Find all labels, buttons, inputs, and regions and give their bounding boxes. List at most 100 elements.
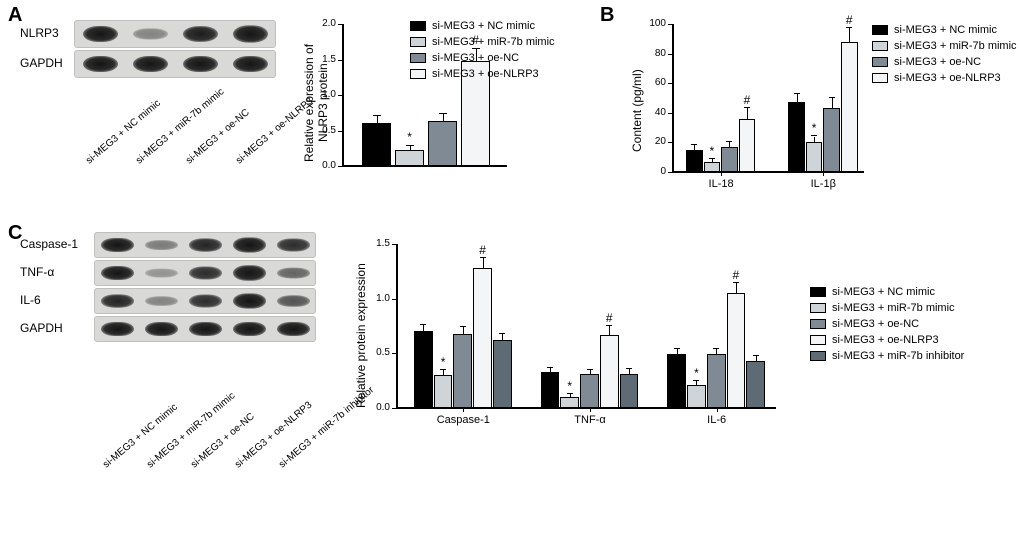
legend-swatch (810, 335, 826, 345)
bar (428, 121, 458, 166)
legend-row: si-MEG3 + NC mimic (872, 24, 1017, 36)
ytick-label: 80 (640, 48, 666, 59)
legend-swatch (872, 25, 888, 35)
y-title: Relative expression of (302, 44, 316, 162)
legend-label: si-MEG3 + miR-7b inhibitor (832, 350, 964, 362)
legend-panel-a: si-MEG3 + NC mimic si-MEG3 + miR-7b mimic… (410, 20, 555, 84)
blot-row-label: TNF-α (20, 265, 92, 279)
legend-label: si-MEG3 + oe-NLRP3 (432, 68, 539, 80)
blot-strip (94, 260, 316, 286)
blot-band (145, 268, 178, 277)
blot-band (233, 237, 266, 253)
legend-label: si-MEG3 + miR-7b mimic (432, 36, 555, 48)
legend-label: si-MEG3 + oe-NLRP3 (894, 72, 1001, 84)
ytick-label: 100 (640, 18, 666, 29)
panel-a-label: A (8, 4, 22, 27)
blot-band (277, 295, 310, 307)
xcat-label: IL-1β (788, 178, 858, 190)
blot-row-label: Caspase-1 (20, 237, 92, 251)
panel-b-chart: 020406080100*#IL-18*#IL-1β (672, 24, 864, 172)
legend-row: si-MEG3 + miR-7b mimic (410, 36, 555, 48)
bar (806, 142, 823, 172)
bar (434, 375, 453, 408)
blot-strip (94, 316, 316, 342)
blot-band (277, 322, 310, 336)
bar (686, 150, 703, 172)
xcat-label: IL-6 (667, 414, 766, 426)
legend-swatch (810, 303, 826, 313)
blot-row-label: NLRP3 (20, 26, 72, 40)
legend-row: si-MEG3 + oe-NLRP3 (872, 72, 1017, 84)
blot-row-label: GAPDH (20, 56, 72, 70)
bar (453, 334, 472, 408)
ytick-label: 1.5 (364, 238, 390, 249)
blot-band (101, 238, 134, 252)
significance-marker: * (395, 130, 425, 144)
legend-label: si-MEG3 + NC mimic (432, 20, 535, 32)
legend-swatch (410, 37, 426, 47)
legend-swatch (872, 41, 888, 51)
legend-row: si-MEG3 + miR-7b mimic (872, 40, 1017, 52)
bar (600, 335, 619, 408)
legend-swatch (810, 351, 826, 361)
lane-label: si-MEG3 + NC mimic (101, 402, 180, 471)
legend-swatch (810, 287, 826, 297)
legend-label: si-MEG3 + oe-NLRP3 (832, 334, 939, 346)
blot-band (233, 293, 266, 309)
significance-marker: # (727, 268, 746, 282)
y-title: NLRP3 protein (316, 63, 330, 142)
blot-band (145, 240, 178, 250)
legend-row: si-MEG3 + miR-7b inhibitor (810, 350, 964, 362)
legend-row: si-MEG3 + NC mimic (810, 286, 964, 298)
bar (362, 123, 392, 166)
legend-swatch (872, 73, 888, 83)
blot-band (83, 56, 118, 72)
bar (721, 147, 738, 172)
significance-marker: * (687, 366, 706, 380)
bar (687, 385, 706, 408)
lane-label: si-MEG3 + miR-7b mimic (134, 86, 226, 166)
significance-marker: * (560, 379, 579, 393)
lane-label: si-MEG3 + oe-NLRP3 (233, 400, 314, 471)
blot-strip (94, 288, 316, 314)
bar (541, 372, 560, 408)
panel-b-label: B (600, 4, 614, 27)
legend-label: si-MEG3 + oe-NC (432, 52, 519, 64)
blot-band (233, 265, 266, 281)
blot-band (233, 322, 266, 336)
ytick-label: 2.0 (310, 18, 336, 29)
bar (667, 354, 686, 408)
blot-band (133, 29, 168, 40)
legend-label: si-MEG3 + oe-NC (832, 318, 919, 330)
blot-band (189, 322, 222, 336)
legend-row: si-MEG3 + NC mimic (410, 20, 555, 32)
bar (473, 268, 492, 408)
blot-strip (74, 50, 276, 78)
lane-label: si-MEG3 + miR-7b mimic (145, 390, 237, 470)
blot-band (189, 238, 222, 252)
significance-marker: # (473, 243, 492, 257)
bar (704, 162, 721, 172)
legend-swatch (410, 53, 426, 63)
blot-band (183, 26, 218, 41)
blot-band (101, 266, 134, 280)
blot-band (189, 294, 222, 307)
legend-swatch (872, 57, 888, 67)
significance-marker: # (600, 311, 619, 325)
blot-band (277, 267, 310, 278)
significance-marker: # (841, 13, 858, 27)
blot-band (133, 56, 168, 72)
legend-label: si-MEG3 + miR-7b mimic (894, 40, 1017, 52)
legend-label: si-MEG3 + NC mimic (894, 24, 997, 36)
legend-row: si-MEG3 + oe-NC (872, 56, 1017, 68)
blot-band (145, 322, 178, 336)
blot-band (183, 56, 218, 72)
xcat-label: IL-18 (686, 178, 756, 190)
bar (823, 108, 840, 172)
bar (620, 374, 639, 408)
legend-row: si-MEG3 + oe-NLRP3 (810, 334, 964, 346)
legend-label: si-MEG3 + NC mimic (832, 286, 935, 298)
legend-row: si-MEG3 + oe-NC (410, 52, 555, 64)
legend-panel-b: si-MEG3 + NC mimic si-MEG3 + miR-7b mimic… (872, 24, 1017, 88)
legend-swatch (410, 21, 426, 31)
